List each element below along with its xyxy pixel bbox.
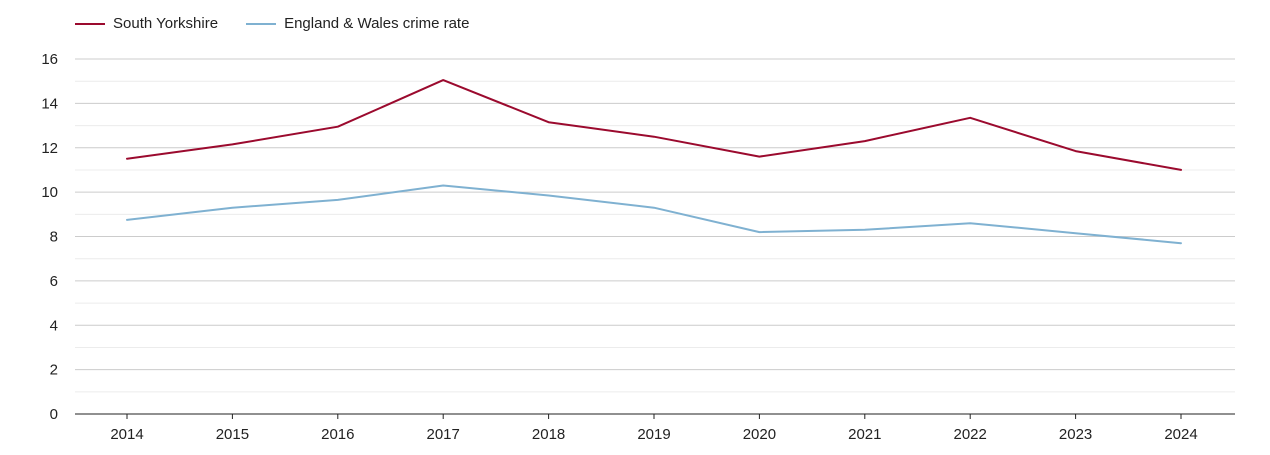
x-tick-label: 2024 xyxy=(1164,426,1197,443)
series-lines xyxy=(126,79,1182,245)
y-tick-label: 16 xyxy=(41,51,58,68)
legend-swatch-england-wales xyxy=(246,22,277,25)
y-tick-label: 6 xyxy=(50,273,58,290)
x-tick-label: 2019 xyxy=(637,426,670,443)
y-tick-label: 12 xyxy=(41,140,58,157)
y-tick-label: 4 xyxy=(50,317,58,334)
y-tick-label: 0 xyxy=(50,406,58,423)
x-tick-label: 2014 xyxy=(110,426,143,443)
y-tick-label: 2 xyxy=(50,362,58,379)
x-tick-label: 2022 xyxy=(954,426,987,443)
legend: South Yorkshire England & Wales crime ra… xyxy=(75,15,497,32)
x-tick-label: 2021 xyxy=(848,426,881,443)
axes: 0 2 4 6 8 10 12 14 16 2014 2015 2016 2017 2018 2019 202… xyxy=(41,51,1235,443)
legend-item-south-yorkshire[interactable]: South Yorkshire xyxy=(75,15,218,32)
x-tick-label: 2023 xyxy=(1059,426,1092,443)
legend-item-england-wales[interactable]: England & Wales crime rate xyxy=(246,15,469,32)
series-line-south-yorkshire xyxy=(126,79,1182,171)
grid xyxy=(75,58,1235,393)
series-line-england-wales-crime-rate xyxy=(126,184,1182,245)
y-tick-label: 10 xyxy=(41,184,58,201)
legend-swatch-south-yorkshire xyxy=(75,22,105,25)
legend-label-south-yorkshire: South Yorkshire xyxy=(113,15,219,32)
y-tick-label: 8 xyxy=(50,229,58,246)
x-tick-label: 2020 xyxy=(743,426,776,443)
x-tick-label: 2018 xyxy=(532,426,565,443)
x-tick-label: 2016 xyxy=(321,426,354,443)
legend-label-england-wales: England & Wales crime rate xyxy=(284,15,470,32)
x-tick-label: 2017 xyxy=(427,426,460,443)
x-tick-label: 2015 xyxy=(216,426,249,443)
y-tick-label: 14 xyxy=(41,95,58,112)
